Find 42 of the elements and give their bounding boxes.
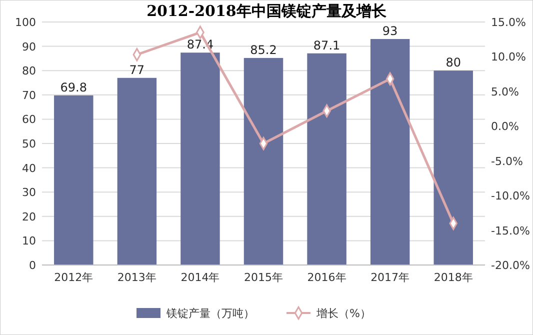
bar (117, 78, 157, 265)
data-label: 69.8 (60, 80, 87, 94)
y-tick-label: 80 (22, 64, 36, 78)
y-tick-label: 70 (22, 88, 36, 102)
y2-tick-label: -10.0% (491, 190, 530, 203)
chart-title: 2012-2018年中国镁锭产量及增长 (146, 2, 388, 20)
y2-tick-label: 0.0% (491, 120, 519, 134)
x-tick-label: 2012年 (54, 271, 94, 284)
y2-tick-label: 15.0% (491, 16, 526, 29)
bar (54, 95, 94, 265)
y-tick-label: 0 (29, 259, 36, 272)
x-tick-label: 2015年 (244, 271, 283, 284)
y2-tick-label: -20.0% (491, 259, 530, 272)
legend-label: 镁锭产量（万吨） (166, 307, 254, 320)
y2-tick-label: -15.0% (491, 224, 530, 238)
y-tick-label: 60 (22, 113, 36, 126)
data-label: 77 (129, 62, 145, 77)
x-tick-label: 2016年 (307, 271, 346, 284)
bar (307, 53, 346, 265)
x-tick-label: 2018年 (434, 271, 473, 284)
y-tick-label: 90 (22, 40, 36, 54)
y-tick-label: 30 (22, 186, 36, 200)
bar (244, 58, 284, 265)
y-tick-label: 20 (22, 210, 36, 224)
data-label: 80 (446, 56, 461, 70)
bar (370, 39, 410, 265)
y-tick-label: 40 (22, 162, 36, 175)
y2-tick-label: 5.0% (491, 85, 519, 98)
legend-label: 增长（%） (316, 307, 371, 320)
y-tick-label: 50 (22, 138, 36, 150)
x-tick-label: 2014年 (180, 271, 220, 284)
y2-tick-label: -5.0% (491, 154, 523, 168)
bar (434, 70, 473, 265)
data-label: 93 (382, 24, 398, 38)
data-label: 87.1 (313, 38, 340, 52)
y-tick-label: 10 (22, 234, 36, 248)
x-tick-label: 2017年 (370, 271, 410, 284)
y-tick-label: 100 (15, 16, 36, 29)
bar (180, 52, 220, 265)
x-tick-label: 2013年 (117, 271, 156, 284)
y2-tick-label: 10.0% (491, 50, 526, 64)
data-label: 85.2 (250, 42, 277, 57)
